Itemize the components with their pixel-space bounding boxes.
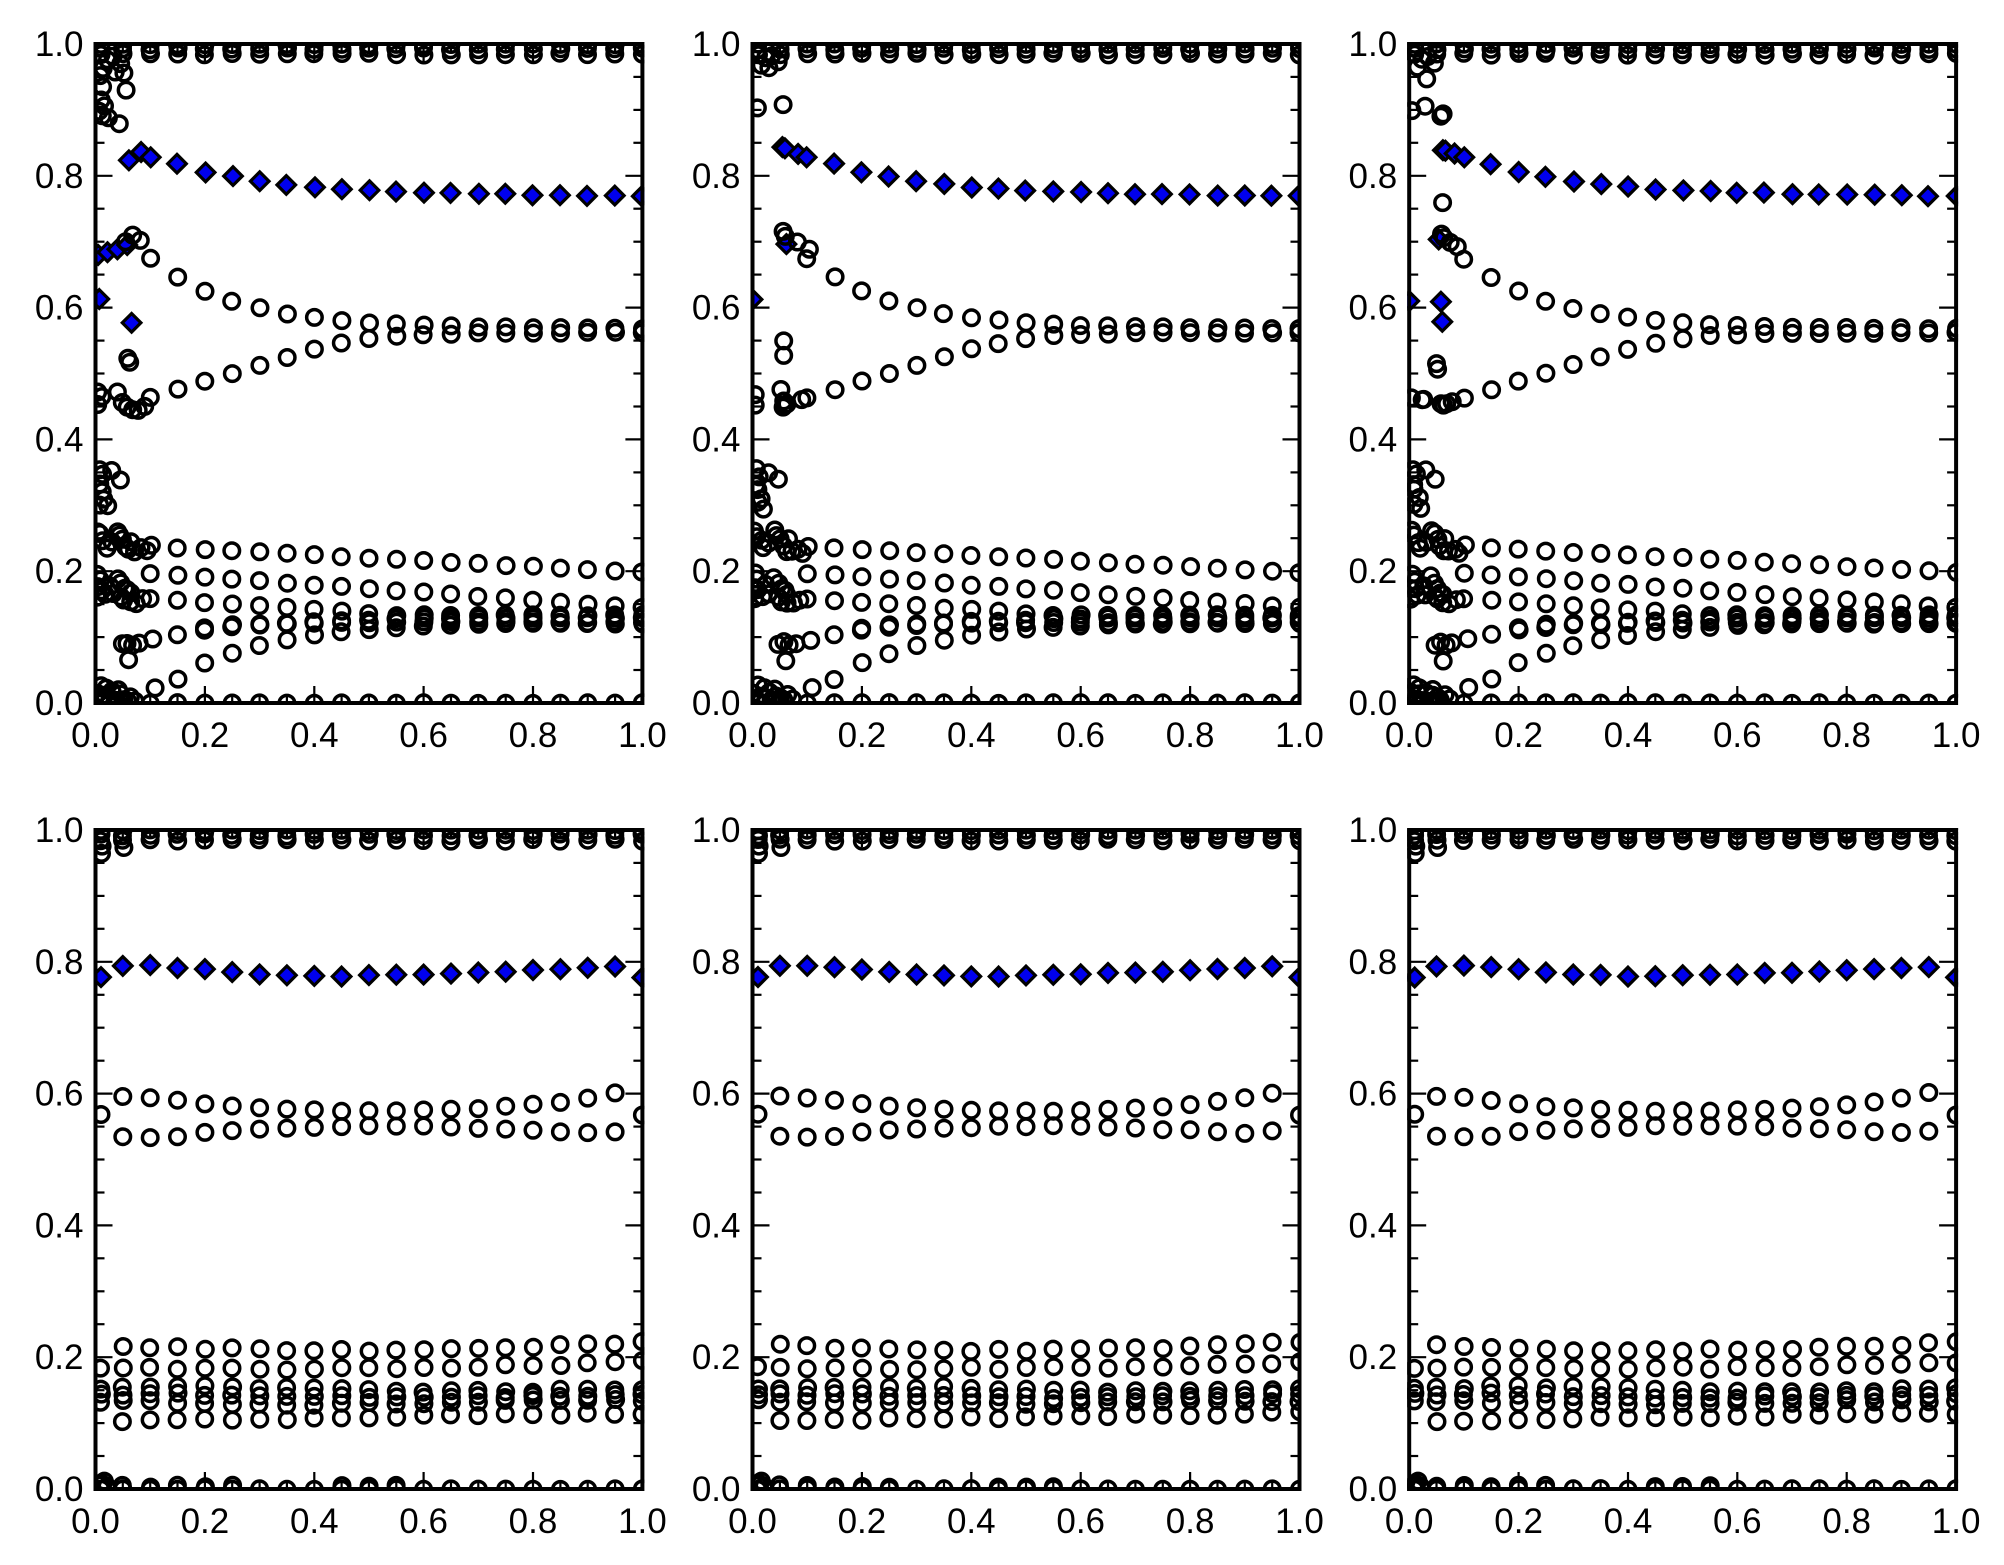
svg-text:0.2: 0.2	[692, 552, 741, 591]
svg-text:0.4: 0.4	[947, 716, 996, 755]
svg-text:0.8: 0.8	[1822, 716, 1871, 755]
svg-text:0.8: 0.8	[1349, 943, 1398, 982]
svg-text:0.8: 0.8	[1166, 1502, 1215, 1541]
svg-text:0.0: 0.0	[71, 716, 120, 755]
svg-text:0.2: 0.2	[838, 716, 887, 755]
svg-text:1.0: 1.0	[1932, 716, 1981, 755]
svg-text:0.0: 0.0	[35, 684, 84, 723]
svg-text:0.8: 0.8	[509, 716, 558, 755]
svg-text:0.0: 0.0	[728, 1502, 777, 1541]
svg-text:0.8: 0.8	[1166, 716, 1215, 755]
svg-text:0.6: 0.6	[35, 289, 84, 328]
svg-text:0.4: 0.4	[35, 420, 84, 459]
svg-text:0.8: 0.8	[692, 157, 741, 196]
svg-text:0.2: 0.2	[1349, 1338, 1398, 1377]
svg-text:0.4: 0.4	[1349, 420, 1398, 459]
svg-text:0.6: 0.6	[692, 1075, 741, 1114]
svg-text:0.4: 0.4	[1349, 1206, 1398, 1245]
svg-text:0.0: 0.0	[692, 1470, 741, 1509]
svg-text:0.8: 0.8	[35, 943, 84, 982]
svg-text:1.0: 1.0	[1349, 811, 1398, 850]
svg-text:1.0: 1.0	[618, 716, 667, 755]
svg-text:1.0: 1.0	[1275, 1502, 1324, 1541]
svg-text:0.6: 0.6	[35, 1075, 84, 1114]
svg-text:0.8: 0.8	[509, 1502, 558, 1541]
svg-text:0.6: 0.6	[399, 1502, 448, 1541]
svg-text:0.0: 0.0	[1349, 1470, 1398, 1509]
svg-text:0.2: 0.2	[838, 1502, 887, 1541]
svg-text:0.0: 0.0	[692, 684, 741, 723]
svg-text:0.6: 0.6	[692, 289, 741, 328]
svg-text:0.2: 0.2	[1494, 1502, 1543, 1541]
svg-text:0.8: 0.8	[692, 943, 741, 982]
svg-text:0.2: 0.2	[181, 716, 230, 755]
svg-text:0.4: 0.4	[290, 716, 339, 755]
svg-text:1.0: 1.0	[692, 25, 741, 64]
svg-text:1.0: 1.0	[1349, 25, 1398, 64]
svg-text:0.4: 0.4	[692, 1206, 741, 1245]
svg-text:0.6: 0.6	[399, 716, 448, 755]
svg-text:0.6: 0.6	[1349, 1075, 1398, 1114]
svg-text:0.4: 0.4	[35, 1206, 84, 1245]
svg-text:0.6: 0.6	[1713, 716, 1762, 755]
svg-text:1.0: 1.0	[618, 1502, 667, 1541]
svg-text:1.0: 1.0	[35, 811, 84, 850]
svg-text:0.6: 0.6	[1056, 1502, 1105, 1541]
svg-text:0.4: 0.4	[947, 1502, 996, 1541]
svg-text:0.2: 0.2	[692, 1338, 741, 1377]
svg-text:1.0: 1.0	[1932, 1502, 1981, 1541]
svg-text:0.2: 0.2	[35, 1338, 84, 1377]
svg-text:0.0: 0.0	[35, 1470, 84, 1509]
svg-text:0.2: 0.2	[35, 552, 84, 591]
svg-text:0.8: 0.8	[1349, 157, 1398, 196]
svg-text:0.6: 0.6	[1713, 1502, 1762, 1541]
svg-text:0.0: 0.0	[728, 716, 777, 755]
svg-text:1.0: 1.0	[35, 25, 84, 64]
svg-text:0.4: 0.4	[1604, 1502, 1653, 1541]
svg-text:1.0: 1.0	[1275, 716, 1324, 755]
svg-text:0.2: 0.2	[1349, 552, 1398, 591]
svg-text:0.6: 0.6	[1056, 716, 1105, 755]
svg-text:0.0: 0.0	[1385, 716, 1434, 755]
svg-text:0.8: 0.8	[35, 157, 84, 196]
svg-text:1.0: 1.0	[692, 811, 741, 850]
svg-text:0.0: 0.0	[1385, 1502, 1434, 1541]
svg-text:0.2: 0.2	[181, 1502, 230, 1541]
svg-text:0.4: 0.4	[290, 1502, 339, 1541]
svg-text:0.6: 0.6	[1349, 289, 1398, 328]
svg-text:0.8: 0.8	[1822, 1502, 1871, 1541]
svg-text:0.4: 0.4	[1604, 716, 1653, 755]
svg-text:0.0: 0.0	[71, 1502, 120, 1541]
svg-text:0.4: 0.4	[692, 420, 741, 459]
svg-text:0.0: 0.0	[1349, 684, 1398, 723]
svg-text:0.2: 0.2	[1494, 716, 1543, 755]
